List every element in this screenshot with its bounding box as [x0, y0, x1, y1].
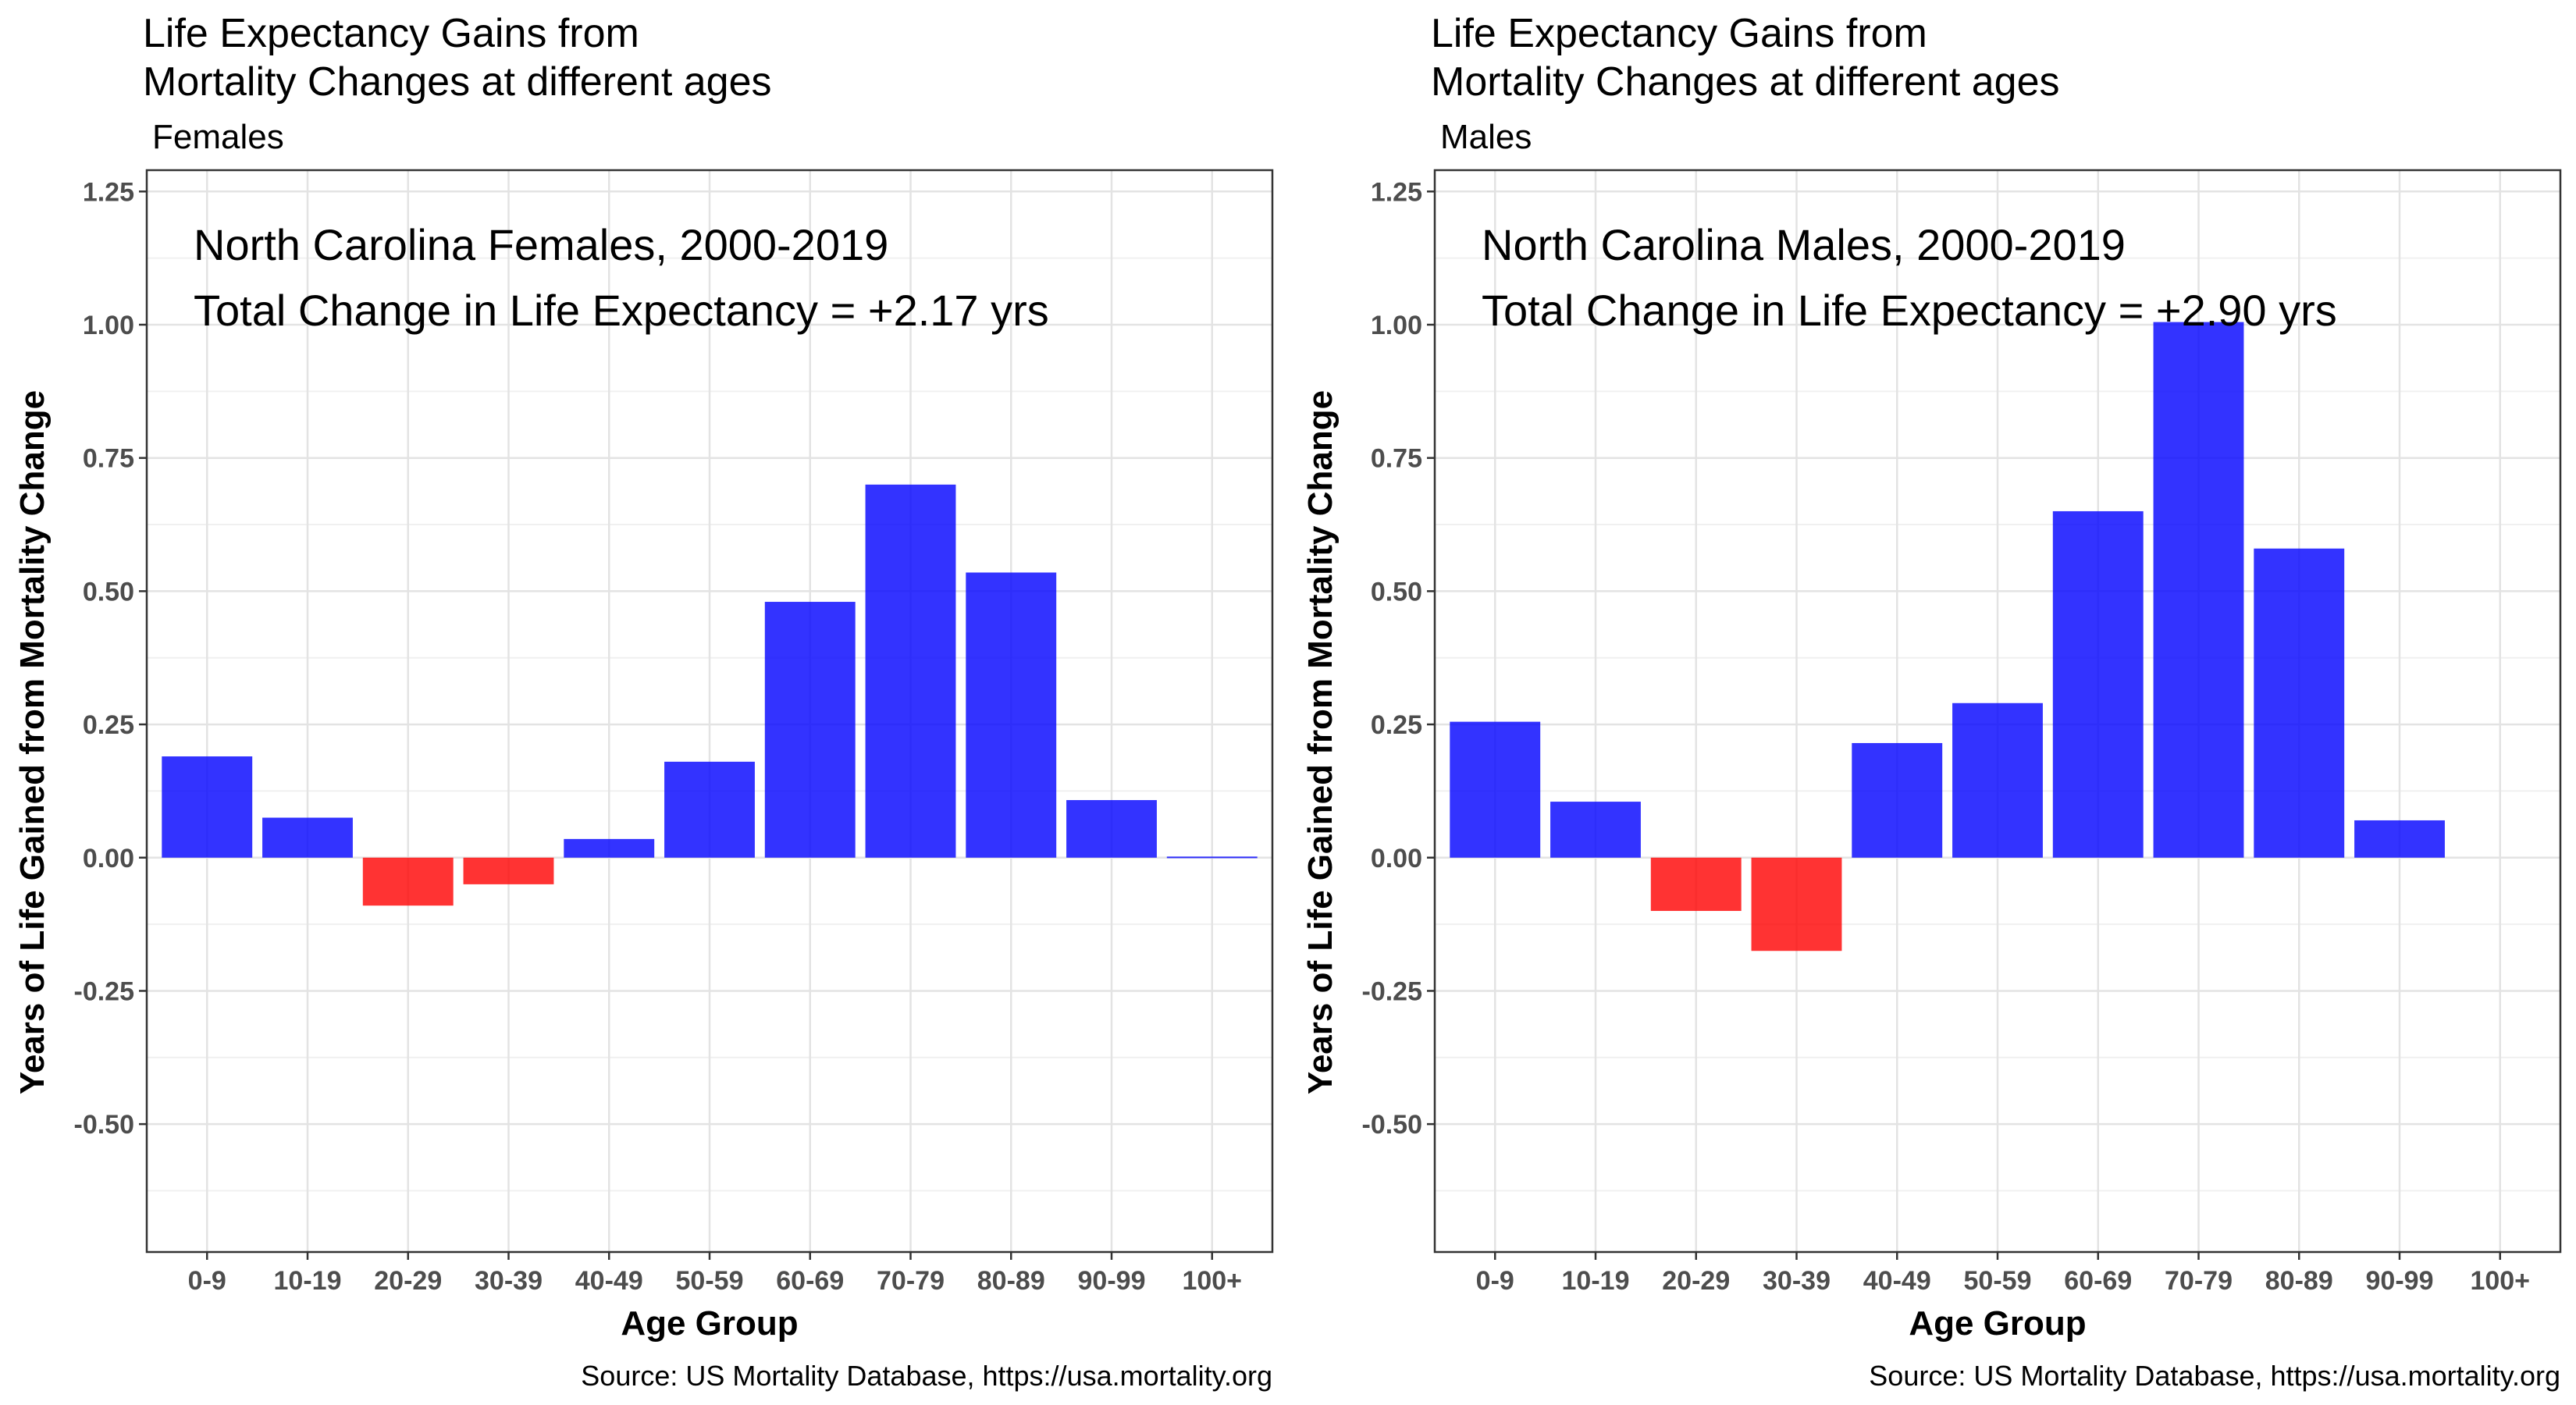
annotation-line2: Total Change in Life Expectancy = +2.90 … — [1482, 286, 2337, 335]
bar-60-69 — [764, 602, 856, 858]
chart-title-line2: Mortality Changes at different ages — [1431, 59, 2060, 105]
bar-10-19 — [262, 817, 353, 858]
y-tick-label: 0.75 — [83, 444, 134, 474]
x-tick-label: 0-9 — [1476, 1266, 1514, 1296]
x-tick-label: 50-59 — [676, 1266, 744, 1296]
annotation-line1: North Carolina Females, 2000-2019 — [194, 220, 888, 269]
x-tick-label: 30-39 — [475, 1266, 543, 1296]
x-tick-label: 90-99 — [2366, 1266, 2434, 1296]
y-tick-label: 0.25 — [1371, 710, 1422, 740]
y-tick-label: 0.00 — [83, 844, 134, 873]
x-tick-label: 50-59 — [1964, 1266, 2032, 1296]
annotation-line2: Total Change in Life Expectancy = +2.17 … — [194, 286, 1049, 335]
x-tick-label: 60-69 — [2064, 1266, 2132, 1296]
y-tick-label: 1.25 — [83, 177, 134, 207]
bar-20-29 — [362, 857, 454, 906]
bar-90-99 — [2354, 820, 2445, 858]
bar-40-49 — [1852, 742, 1943, 858]
annotation-line1: North Carolina Males, 2000-2019 — [1482, 220, 2126, 269]
chart-subtitle: Males — [1440, 118, 1532, 156]
bar-80-89 — [2254, 548, 2345, 858]
x-axis-title: Age Group — [1909, 1304, 2086, 1343]
x-tick-label: 10-19 — [1562, 1266, 1630, 1296]
bar-20-29 — [1650, 857, 1742, 912]
x-tick-label: 10-19 — [274, 1266, 342, 1296]
y-tick-label: -0.50 — [1362, 1110, 1423, 1140]
x-axis-title: Age Group — [621, 1304, 798, 1343]
x-tick-label: 30-39 — [1763, 1266, 1831, 1296]
y-tick-label: -0.25 — [1362, 976, 1423, 1006]
bar-50-59 — [664, 761, 755, 858]
y-tick-label: 0.75 — [1371, 444, 1422, 474]
chart-panel-males: -0.50 -0.25 0.00 0.25 0.50 0.75 1.00 1.25 0-9 10-… — [1301, 11, 2562, 1392]
chart-panel-females: -0.50 -0.25 0.00 0.25 0.50 0.75 1.00 1.25 0-9 10-… — [13, 11, 1274, 1392]
bar-0-9 — [1450, 721, 1541, 858]
x-tick-label: 60-69 — [776, 1266, 844, 1296]
x-tick-label: 80-89 — [2265, 1266, 2333, 1296]
bar-70-79 — [2153, 322, 2244, 858]
y-tick-label: 1.00 — [83, 311, 134, 340]
bar-80-89 — [966, 572, 1057, 858]
bar-10-19 — [1550, 802, 1641, 858]
bar-40-49 — [564, 838, 655, 858]
y-tick-label: 0.00 — [1371, 844, 1422, 873]
x-tick-label: 40-49 — [575, 1266, 643, 1296]
y-tick-label: 0.50 — [1371, 577, 1422, 606]
y-tick-label: -0.50 — [74, 1110, 135, 1140]
chart-title-line2: Mortality Changes at different ages — [143, 59, 772, 105]
bar-100+ — [1166, 856, 1258, 859]
x-tick-label: 80-89 — [977, 1266, 1045, 1296]
chart-title-line1: Life Expectancy Gains from — [1431, 11, 1927, 56]
y-axis-title: Years of Life Gained from Mortality Chan… — [13, 390, 52, 1094]
x-tick-label: 100+ — [2470, 1266, 2530, 1296]
y-axis-title: Years of Life Gained from Mortality Chan… — [1301, 390, 1340, 1094]
x-tick-label: 20-29 — [374, 1266, 442, 1296]
bar-60-69 — [2052, 510, 2144, 858]
bar-70-79 — [865, 484, 956, 858]
x-tick-label: 70-79 — [877, 1266, 945, 1296]
source-caption: Source: US Mortality Database, https://u… — [1869, 1360, 2560, 1392]
y-tick-label: -0.25 — [74, 976, 135, 1006]
x-tick-label: 70-79 — [2165, 1266, 2233, 1296]
bar-0-9 — [162, 756, 253, 858]
bar-50-59 — [1952, 702, 2043, 858]
y-tick-label: 1.00 — [1371, 311, 1422, 340]
x-tick-label: 40-49 — [1863, 1266, 1931, 1296]
chart-title-line1: Life Expectancy Gains from — [143, 11, 639, 56]
bar-30-39 — [463, 857, 554, 884]
x-tick-label: 0-9 — [188, 1266, 226, 1296]
x-tick-label: 90-99 — [1078, 1266, 1146, 1296]
x-tick-label: 20-29 — [1662, 1266, 1730, 1296]
bar-90-99 — [1066, 800, 1157, 858]
y-tick-label: 0.50 — [83, 577, 134, 606]
bar-30-39 — [1751, 857, 1842, 951]
x-tick-label: 100+ — [1182, 1266, 1242, 1296]
y-tick-label: 1.25 — [1371, 177, 1422, 207]
chart-subtitle: Females — [152, 118, 284, 156]
y-tick-label: 0.25 — [83, 710, 134, 740]
source-caption: Source: US Mortality Database, https://u… — [581, 1360, 1272, 1392]
